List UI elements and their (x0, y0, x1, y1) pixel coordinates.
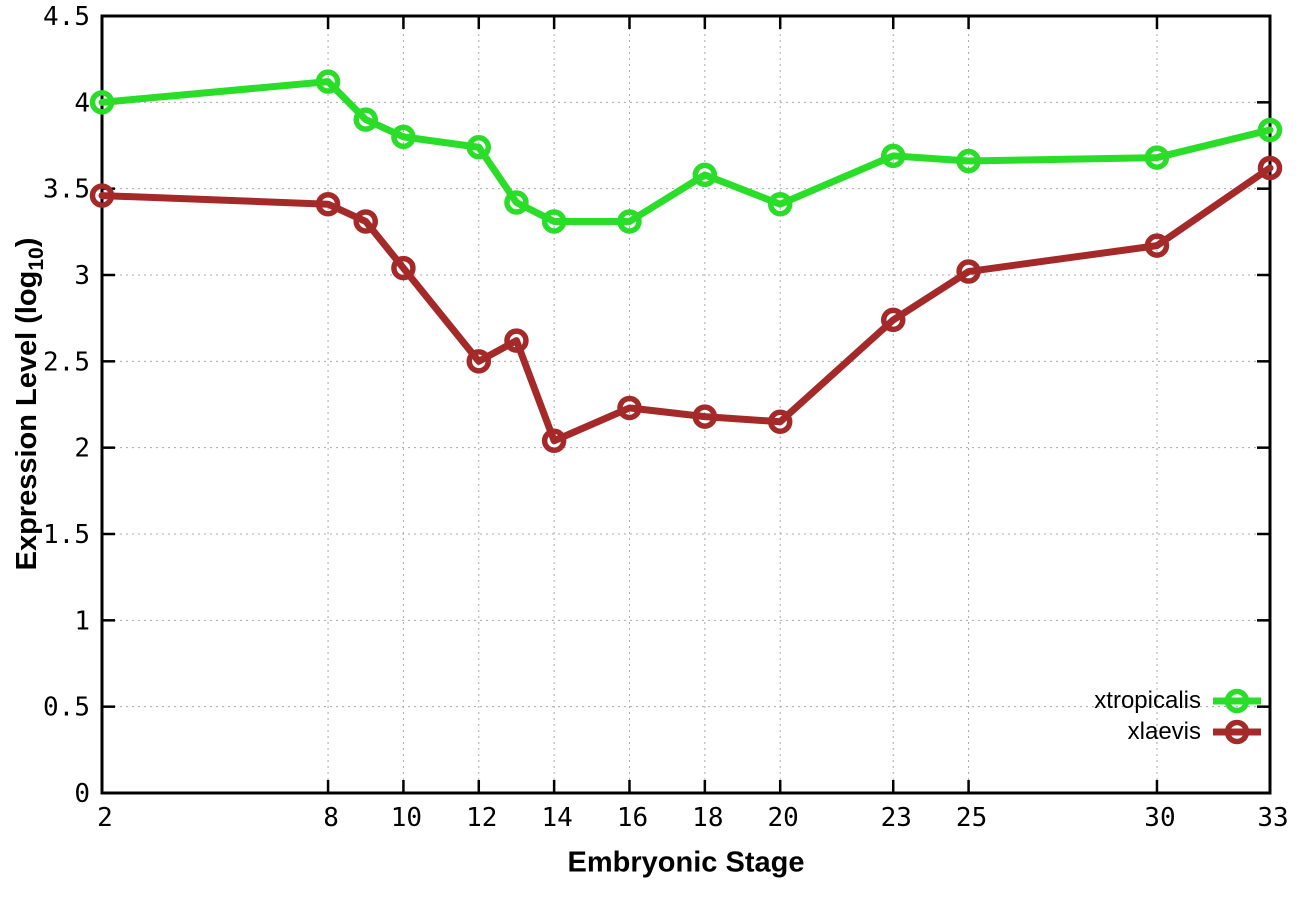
legend-label-xlaevis: xlaevis (1127, 717, 1201, 745)
data-point-xlaevis (617, 395, 642, 421)
y-tick-label: 4.5 (43, 2, 90, 32)
y-tick-label: 3 (74, 261, 90, 291)
x-tick-label: 16 (617, 803, 648, 833)
y-axis-title-text: Expression Level (log (11, 270, 44, 571)
y-tick-label: 3.5 (43, 175, 90, 205)
legend-marker-xtropicalis (1213, 688, 1261, 713)
data-point-xlaevis (391, 255, 416, 281)
data-point-xtropicalis (353, 107, 378, 132)
y-tick-label: 2 (74, 434, 90, 464)
data-point-xlaevis (1144, 233, 1170, 258)
data-point-xtropicalis (617, 209, 642, 234)
data-point-xlaevis (1257, 155, 1283, 181)
data-point-xtropicalis (956, 148, 981, 174)
x-tick-label: 23 (881, 803, 912, 833)
x-tick-label: 33 (1257, 803, 1288, 833)
y-axis-title-close: ) (11, 237, 44, 248)
x-tick-label: 18 (692, 803, 723, 833)
data-point-xtropicalis (89, 90, 115, 115)
x-tick-label: 30 (1144, 803, 1175, 833)
data-point-xlaevis (353, 209, 378, 234)
data-point-xtropicalis (692, 162, 718, 188)
data-point-xtropicalis (1257, 117, 1283, 143)
data-point-xlaevis (89, 183, 115, 208)
data-point-xtropicalis (504, 190, 529, 215)
x-tick-label: 14 (541, 803, 572, 833)
data-point-xtropicalis (880, 143, 906, 169)
data-point-xlaevis (767, 409, 793, 435)
series-line-xlaevis (98, 164, 1274, 445)
y-axis-title-subscript: 10 (24, 247, 48, 271)
x-tick-label: 20 (768, 803, 799, 833)
data-point-xtropicalis (1144, 145, 1170, 170)
legend-item-xtropicalis: xtropicalis (1094, 685, 1264, 716)
legend-marker-xlaevis (1213, 719, 1261, 744)
data-point-xlaevis (504, 328, 529, 353)
data-point-xlaevis (956, 259, 981, 284)
y-axis-title: Expression Level (log10) (11, 238, 49, 571)
plot-border (100, 14, 1272, 795)
legend-label-xtropicalis: xtropicalis (1094, 686, 1201, 714)
data-point-xlaevis (692, 404, 718, 429)
data-point-xlaevis (541, 428, 567, 454)
x-tick-label: 2 (97, 803, 113, 833)
data-point-xtropicalis (767, 191, 793, 217)
legend-item-xlaevis: xlaevis (1094, 716, 1264, 747)
data-point-xtropicalis (541, 209, 567, 234)
y-tick-label: 4 (74, 88, 90, 118)
x-axis-title: Embryonic Stage (567, 846, 805, 879)
data-point-xtropicalis (466, 134, 492, 160)
data-point-xlaevis (315, 191, 341, 217)
x-tick-label: 25 (956, 803, 987, 833)
y-tick-label: 1.5 (43, 520, 90, 550)
legend: xtropicalis xlaevis (1094, 685, 1264, 747)
data-point-xtropicalis (391, 124, 416, 150)
data-point-xlaevis (466, 349, 492, 374)
x-tick-label: 8 (323, 803, 339, 833)
x-tick-label: 10 (391, 803, 422, 833)
data-point-xtropicalis (315, 69, 341, 94)
y-tick-label: 0.5 (43, 693, 90, 723)
y-tick-label: 2.5 (43, 347, 90, 377)
y-tick-label: 1 (74, 606, 90, 636)
y-tick-label: 0 (74, 779, 90, 809)
x-tick-label: 12 (466, 803, 497, 833)
data-point-xlaevis (880, 307, 906, 333)
